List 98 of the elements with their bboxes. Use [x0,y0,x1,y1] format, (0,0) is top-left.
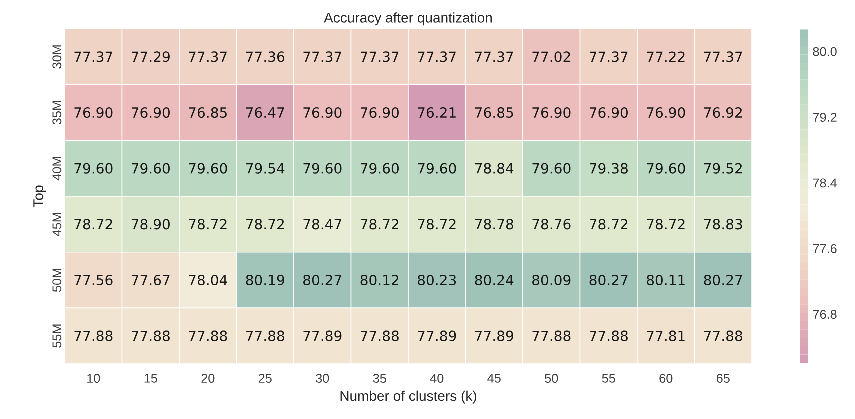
data-label: 78.76 [532,219,571,230]
data-label: 76.47 [246,107,284,118]
data-label: 77.29 [132,52,170,62]
y-tick-label: 55M [52,324,62,348]
data-label: 77.88 [704,330,742,342]
data-label: 77.56 [74,274,113,286]
data-label: 78.47 [304,219,342,230]
data-label: 80.27 [304,274,342,286]
data-label: 79.52 [704,163,742,174]
y-tick-label: 40M [52,157,62,181]
data-label: 79.60 [360,163,399,174]
data-label: 77.36 [246,52,285,62]
data-label: 77.88 [189,330,228,342]
x-tick-label: 35 [373,374,386,384]
data-label: 78.90 [132,219,170,230]
data-label: 77.89 [418,330,456,342]
x-tick-label: 65 [716,374,730,384]
data-label: 77.37 [475,52,514,62]
x-tick-label: 60 [660,374,673,384]
data-label: 77.37 [360,52,399,62]
chart-title: Accuracy after quantization [324,12,492,26]
data-label: 77.88 [246,330,284,342]
data-label: 76.90 [590,107,628,118]
data-label: 77.89 [475,330,514,342]
x-tick-label: 50 [545,374,558,384]
data-label: 78.72 [590,219,628,230]
data-label: 77.37 [189,52,227,62]
x-tick-label: 40 [430,374,444,384]
x-tick-label: 30 [316,374,330,384]
data-label: 77.22 [647,52,685,62]
data-label: 79.60 [532,163,571,174]
data-label: 77.88 [132,330,170,342]
color-bar-label: 76.8 [813,310,837,320]
data-label: 77.81 [647,330,685,342]
y-tick-label: 35M [52,101,62,125]
color-bar-label: 77.6 [813,244,837,254]
data-label: 76.92 [704,107,742,118]
data-label: 76.90 [132,107,170,118]
data-label: 80.19 [246,274,284,286]
data-label: 76.90 [360,107,399,118]
data-label: 79.60 [74,163,113,174]
data-label: 77.88 [532,330,571,342]
data-label: 77.37 [590,52,628,62]
x-tick-label: 45 [488,374,501,383]
x-axis-title: Number of clusters (k) [340,390,476,404]
x-tick-label: 25 [258,374,272,384]
data-label: 77.88 [360,330,399,342]
data-label: 79.60 [304,163,342,174]
data-label: 76.90 [532,107,571,118]
data-label: 77.37 [704,52,742,62]
color-bar-label: 80.0 [813,47,837,56]
data-label: 80.11 [647,274,685,286]
data-label: 78.72 [418,219,456,230]
y-tick-label: 45M [52,213,62,236]
data-label: 79.54 [246,163,285,174]
color-bar-label: 79.2 [813,113,837,122]
x-tick-label: 55 [602,374,616,383]
x-tick-label: 10 [88,374,100,384]
x-tick-label: 20 [202,374,215,384]
data-label: 78.72 [189,219,227,230]
data-label: 77.37 [74,52,112,62]
data-label: 80.24 [475,274,514,286]
data-label: 78.04 [189,274,228,286]
data-label: 77.02 [532,52,570,62]
data-label: 77.37 [304,52,342,62]
data-label: 78.72 [647,219,685,230]
y-tick-label: 50M [52,268,62,292]
data-label: 77.67 [132,274,170,286]
data-label: 80.27 [704,274,742,286]
data-label: 76.90 [647,107,686,118]
data-label: 78.72 [360,219,399,230]
data-label: 79.60 [189,163,228,174]
y-axis-title: Top [34,186,46,208]
data-label: 76.90 [304,107,342,118]
data-label: 79.60 [418,163,456,174]
data-label: 76.21 [418,107,456,118]
x-tick-label: 15 [144,374,158,383]
data-label: 80.09 [532,274,571,286]
data-label: 78.84 [475,163,514,174]
data-label: 79.38 [590,163,628,174]
data-label: 76.85 [475,107,514,118]
color-bar-label: 78.4 [813,178,837,188]
data-label: 80.12 [360,274,399,286]
data-label: 77.88 [590,330,628,342]
data-label: 76.85 [189,107,227,118]
data-label: 79.60 [647,163,686,174]
data-label: 80.23 [418,274,456,286]
data-label: 76.90 [74,107,113,118]
data-label: 77.88 [74,330,113,342]
data-label: 79.60 [132,163,170,174]
data-label: 77.89 [304,330,342,342]
y-tick-label: 30M [52,46,62,69]
data-label: 78.78 [475,219,514,230]
data-label: 80.27 [590,274,628,286]
data-label: 78.72 [246,219,284,230]
data-label: 77.37 [418,52,456,62]
data-label: 78.72 [74,219,112,230]
data-label: 78.83 [704,219,742,230]
